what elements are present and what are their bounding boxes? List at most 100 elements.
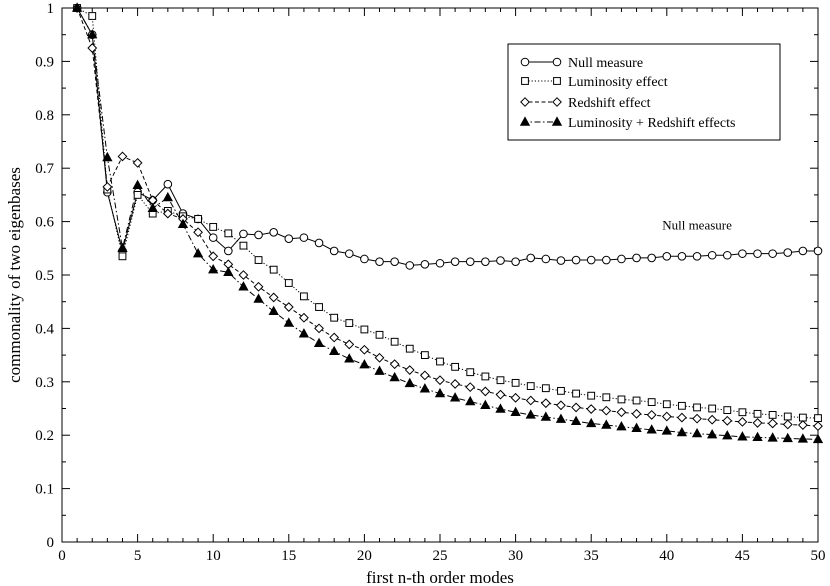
data-point-luminosity-redshift-effects [117,242,128,252]
data-point-redshift-effect [692,413,702,424]
data-point-luminosity-redshift-effects [283,317,294,327]
legend-label-luminosity-redshift-effects: Luminosity + Redshift effects [568,116,735,131]
data-point-redshift-effect [782,419,793,430]
data-point-luminosity-redshift-effects [601,419,612,429]
legend-marker-null-measure [552,57,562,67]
y-tick-label: 0 [47,535,55,551]
data-point-null-measure [662,252,672,261]
data-point-null-measure [707,250,717,260]
data-point-redshift-effect [571,402,581,413]
data-point-luminosity-effect [269,265,278,274]
x-tick-label: 35 [584,548,599,564]
data-point-luminosity-redshift-effects [344,353,355,363]
data-point-luminosity-effect [224,229,233,238]
y-tick-label: 0.8 [35,108,54,124]
data-point-redshift-effect [737,416,748,427]
data-point-luminosity-effect [284,279,293,287]
data-point-luminosity-effect [557,386,565,395]
data-point-redshift-effect [465,382,476,393]
data-point-luminosity-effect [481,372,490,381]
data-point-luminosity-redshift-effects [631,422,642,432]
data-point-luminosity-effect [345,319,354,327]
data-point-null-measure [208,233,218,242]
legend-label-null-measure: Null measure [568,56,643,71]
data-point-luminosity-effect [723,406,732,415]
legend-marker-null-measure [520,57,530,67]
data-point-null-measure [435,258,445,268]
data-point-redshift-effect [495,389,506,400]
data-point-luminosity-effect [436,357,444,366]
data-point-luminosity-effect [783,412,792,421]
data-point-null-measure [239,229,248,239]
data-point-redshift-effect [404,365,415,375]
data-point-null-measure [254,230,263,240]
legend-marker-redshift-effect [520,97,530,107]
data-point-luminosity-effect [254,256,263,264]
data-point-null-measure [450,257,460,266]
y-tick-label: 0.6 [35,215,54,231]
data-point-luminosity-redshift-effects [480,399,491,409]
data-point-luminosity-redshift-effects [329,345,340,356]
x-tick-label: 15 [281,548,296,564]
data-point-luminosity-redshift-effects [253,293,264,303]
data-point-redshift-effect [661,411,672,422]
data-point-luminosity-effect [708,404,717,413]
data-point-null-measure [753,249,762,258]
data-point-luminosity-effect [814,414,822,423]
data-point-redshift-effect [480,386,491,397]
data-point-luminosity-redshift-effects [616,421,627,431]
data-point-luminosity-redshift-effects [71,2,83,12]
data-point-null-measure [768,249,777,258]
data-point-null-measure [783,248,793,257]
data-point-luminosity-redshift-effects [162,191,173,202]
x-axis-label: first n-th order modes [366,568,514,586]
data-point-luminosity-effect [420,351,429,360]
data-point-luminosity-redshift-effects [555,413,567,423]
data-point-null-measure [405,261,415,270]
y-tick-label: 0.4 [35,321,54,337]
data-point-null-measure [692,252,702,261]
data-point-redshift-effect [132,157,143,168]
legend-samples [519,57,563,126]
data-point-redshift-effect [752,418,763,428]
data-point-luminosity-redshift-effects [767,432,778,442]
data-point-luminosity-redshift-effects [782,432,793,443]
data-point-redshift-effect [631,408,642,419]
data-point-luminosity-redshift-effects [707,429,718,439]
data-point-luminosity-effect [466,368,475,377]
data-point-luminosity-effect [239,241,248,250]
data-point-luminosity-effect [375,330,384,339]
data-point-luminosity-effect [194,215,202,223]
data-point-redshift-effect [238,270,249,280]
data-point-luminosity-effect [451,362,460,371]
data-point-redshift-effect [117,151,128,162]
legend-marker-redshift-effect [552,97,562,107]
data-point-luminosity-effect [587,391,596,400]
data-point-redshift-effect [253,281,264,292]
x-tick-label: 5 [134,548,142,564]
data-point-redshift-effect [435,375,445,386]
data-point-null-measure [314,238,324,248]
data-point-luminosity-effect [496,376,505,385]
data-point-luminosity-redshift-effects [646,424,657,434]
data-point-redshift-effect [510,392,521,403]
series-line-redshift-effect [76,7,819,427]
annotation-null-measure: Null measure [662,218,732,233]
legend-marker-luminosity-effect [553,77,561,85]
data-point-null-measure [541,254,551,264]
data-point-luminosity-effect [678,401,686,410]
legend: Null measure Luminosity effect Redshift … [507,43,781,141]
data-point-luminosity-effect [118,252,127,261]
data-point-luminosity-redshift-effects [510,406,521,416]
data-point-luminosity-effect [209,223,218,231]
data-point-null-measure [496,256,505,265]
data-point-luminosity-redshift-effects [177,218,189,228]
data-point-redshift-effect [646,410,657,420]
x-tick-label: 20 [357,548,372,564]
x-tick-label: 40 [659,548,674,564]
data-point-null-measure [344,249,354,258]
data-point-null-measure [360,254,369,264]
x-tick-label: 25 [433,548,448,564]
data-point-luminosity-redshift-effects [737,431,748,441]
data-point-luminosity-redshift-effects [495,403,506,413]
